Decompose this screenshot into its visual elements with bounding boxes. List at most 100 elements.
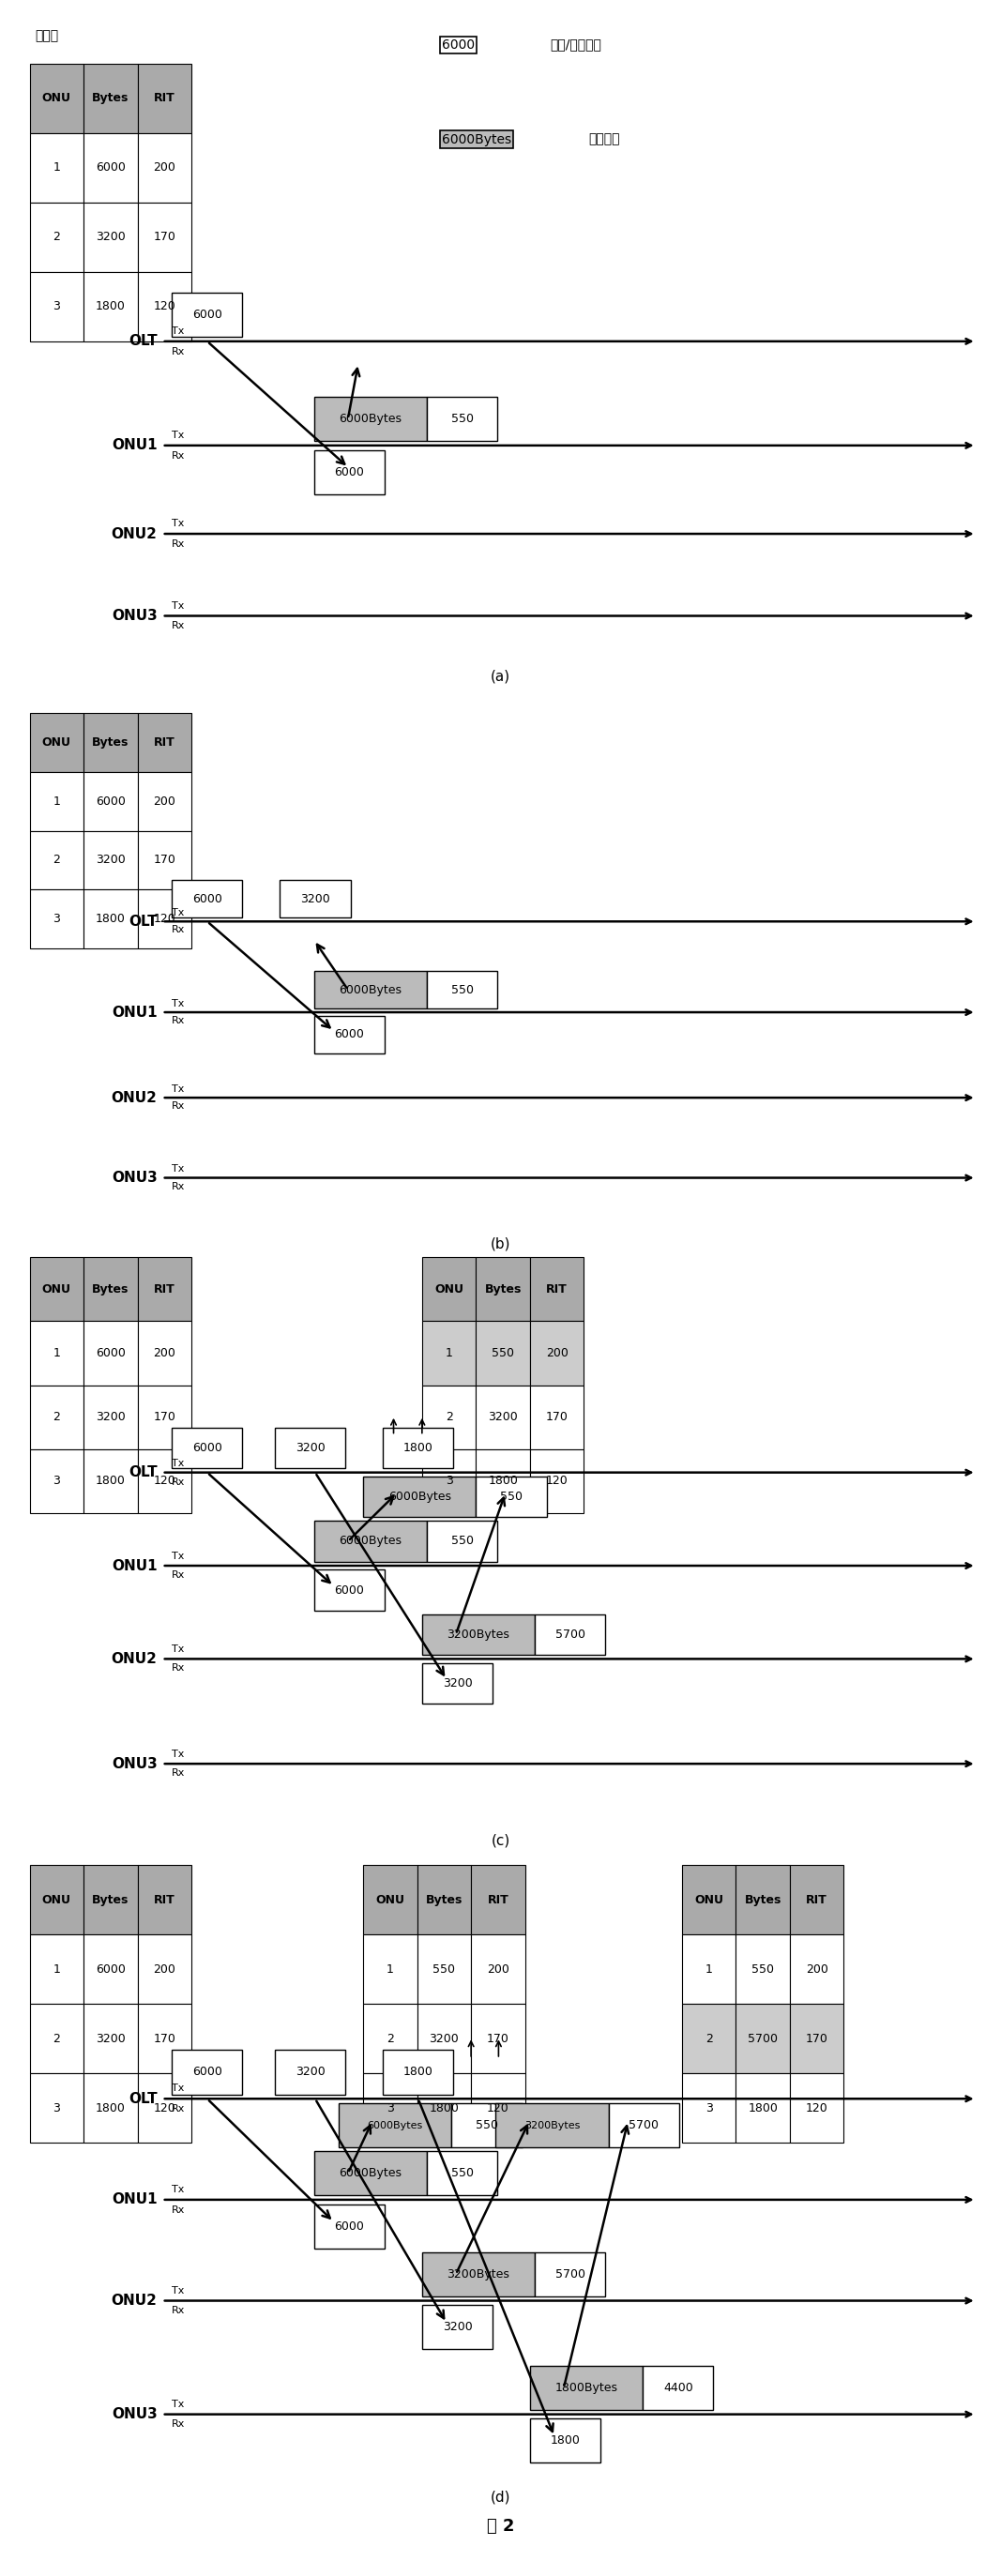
Text: 图 2: 图 2 [486,2517,515,2535]
Text: 1: 1 [53,796,60,806]
Bar [83,1865,137,1935]
Text: Tx: Tx [172,2184,184,2195]
Text: 3200: 3200 [442,2321,472,2334]
Text: 200: 200 [153,796,176,806]
Bar [314,971,426,1010]
Bar [417,2004,471,2074]
Bar [137,773,191,829]
Bar [363,1935,417,2004]
Text: 6000: 6000 [334,1028,364,1041]
Bar [475,1321,530,1386]
Bar [137,889,191,948]
Bar [83,829,137,889]
Bar [275,2050,345,2094]
Text: 1800: 1800 [403,2066,433,2079]
Text: 170: 170 [153,232,176,242]
Text: 200: 200 [806,1963,828,1976]
Bar [83,773,137,829]
Bar [426,971,497,1010]
Text: 6000: 6000 [96,1347,125,1360]
Text: Rx: Rx [172,1476,185,1486]
Text: 6000: 6000 [96,162,125,173]
Bar [137,273,191,343]
Bar [426,2151,497,2195]
Text: Tx: Tx [172,1749,184,1759]
Bar [535,2251,606,2295]
Text: 6000Bytes: 6000Bytes [339,2166,402,2179]
Bar [314,2151,426,2195]
Text: RIT: RIT [154,1893,175,1906]
Bar [279,881,350,917]
Bar [382,2050,453,2094]
Bar [30,829,83,889]
Bar [682,1865,736,1935]
Bar [83,889,137,948]
Text: 550: 550 [500,1492,523,1502]
Text: ONU2: ONU2 [111,1651,157,1667]
Text: 6000: 6000 [96,1963,125,1976]
Text: 3200Bytes: 3200Bytes [447,2267,510,2280]
Text: Tx: Tx [172,430,184,440]
Text: 170: 170 [153,2032,176,2045]
Text: 550: 550 [451,412,473,425]
Text: 6000: 6000 [441,39,474,52]
Text: Tx: Tx [172,2084,184,2094]
Text: 3200Bytes: 3200Bytes [525,2120,580,2130]
Text: RIT: RIT [154,93,175,106]
Bar [736,2074,790,2143]
Bar [314,397,426,440]
Text: 3200: 3200 [96,855,125,866]
Text: Rx: Rx [172,2105,185,2112]
Text: (a): (a) [490,670,511,683]
Bar [363,2074,417,2143]
Bar [137,829,191,889]
Bar [790,2074,844,2143]
Bar [30,2074,83,2143]
Text: 1800: 1800 [96,912,125,925]
Text: OLT: OLT [128,335,157,348]
Text: 6000: 6000 [96,796,125,806]
Text: ONU: ONU [42,737,71,750]
Text: 6000Bytes: 6000Bytes [388,1492,451,1502]
Bar [382,1427,453,1468]
Text: Rx: Rx [172,2205,185,2215]
Bar [475,1476,547,1517]
Text: Bytes: Bytes [92,93,129,106]
Bar [314,2205,384,2249]
Bar [30,1450,83,1512]
Text: 6000Bytes: 6000Bytes [339,412,402,425]
Bar [338,2102,451,2148]
Text: 170: 170 [806,2032,828,2045]
Bar [83,1321,137,1386]
Text: 5700: 5700 [556,1628,586,1641]
Bar [451,2102,523,2148]
Text: 170: 170 [486,2032,510,2045]
Text: 120: 120 [546,1476,568,1486]
Bar [471,2004,525,2074]
Text: 6000: 6000 [192,2066,222,2079]
Text: 120: 120 [153,1476,175,1486]
Text: Rx: Rx [172,925,185,935]
Bar [172,2050,242,2094]
Bar [790,1865,844,1935]
Text: 3: 3 [445,1476,452,1486]
Bar [172,1427,242,1468]
Bar [137,204,191,273]
Text: Rx: Rx [172,348,185,355]
Bar [83,2074,137,2143]
Text: Tx: Tx [172,909,184,917]
Bar [30,134,83,204]
Text: 3200: 3200 [96,1412,125,1422]
Text: 2: 2 [445,1412,452,1422]
Bar [83,204,137,273]
Text: 5700: 5700 [748,2032,778,2045]
Text: 120: 120 [486,2102,510,2115]
Text: Bytes: Bytes [745,1893,782,1906]
Text: 6000: 6000 [192,309,222,322]
Text: RIT: RIT [806,1893,828,1906]
Bar [30,2004,83,2074]
Text: 1800: 1800 [96,1476,125,1486]
Text: 3200: 3200 [295,2066,325,2079]
Text: 1800: 1800 [488,1476,518,1486]
Bar [83,714,137,773]
